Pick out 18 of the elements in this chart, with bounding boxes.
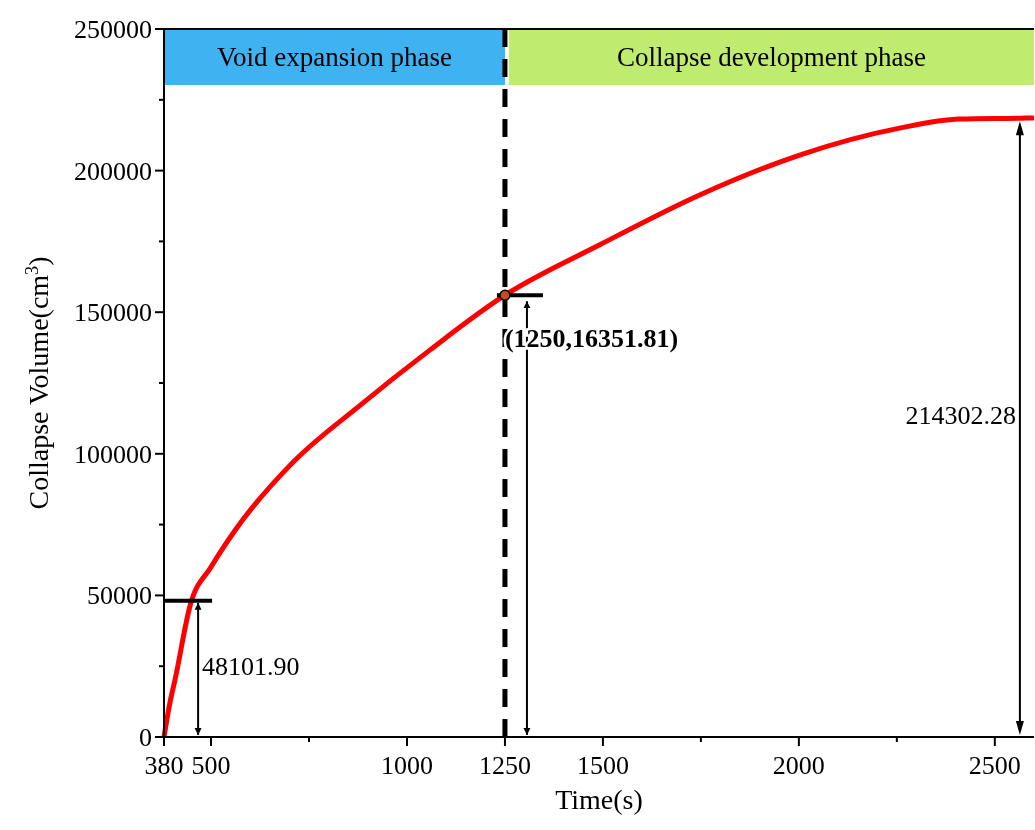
- y-tick-label: 0: [139, 723, 152, 752]
- x-axis-title: Time(s): [555, 784, 643, 815]
- y-tick-label: 250000: [74, 15, 152, 44]
- band-label: Collapse development phase: [616, 42, 926, 72]
- x-tick-label: 1500: [576, 751, 629, 780]
- y-tick-label: 50000: [87, 581, 152, 611]
- y-tick-label: 100000: [74, 439, 152, 469]
- x-tick-label: 1000: [380, 751, 433, 780]
- x-tick-label: 2000: [772, 751, 825, 780]
- annotation: 48101.90: [202, 651, 300, 681]
- y-tick-label: 150000: [74, 298, 152, 328]
- annotation: 214302.28: [905, 400, 1016, 430]
- x-tick-label: 500: [191, 751, 231, 780]
- y-tick-label: 200000: [74, 156, 152, 186]
- band-label: Void expansion phase: [216, 42, 452, 72]
- x-tick-label: 380: [144, 751, 184, 780]
- x-tick-label: 2500: [968, 751, 1021, 780]
- x-tick-label: 1250: [478, 751, 531, 780]
